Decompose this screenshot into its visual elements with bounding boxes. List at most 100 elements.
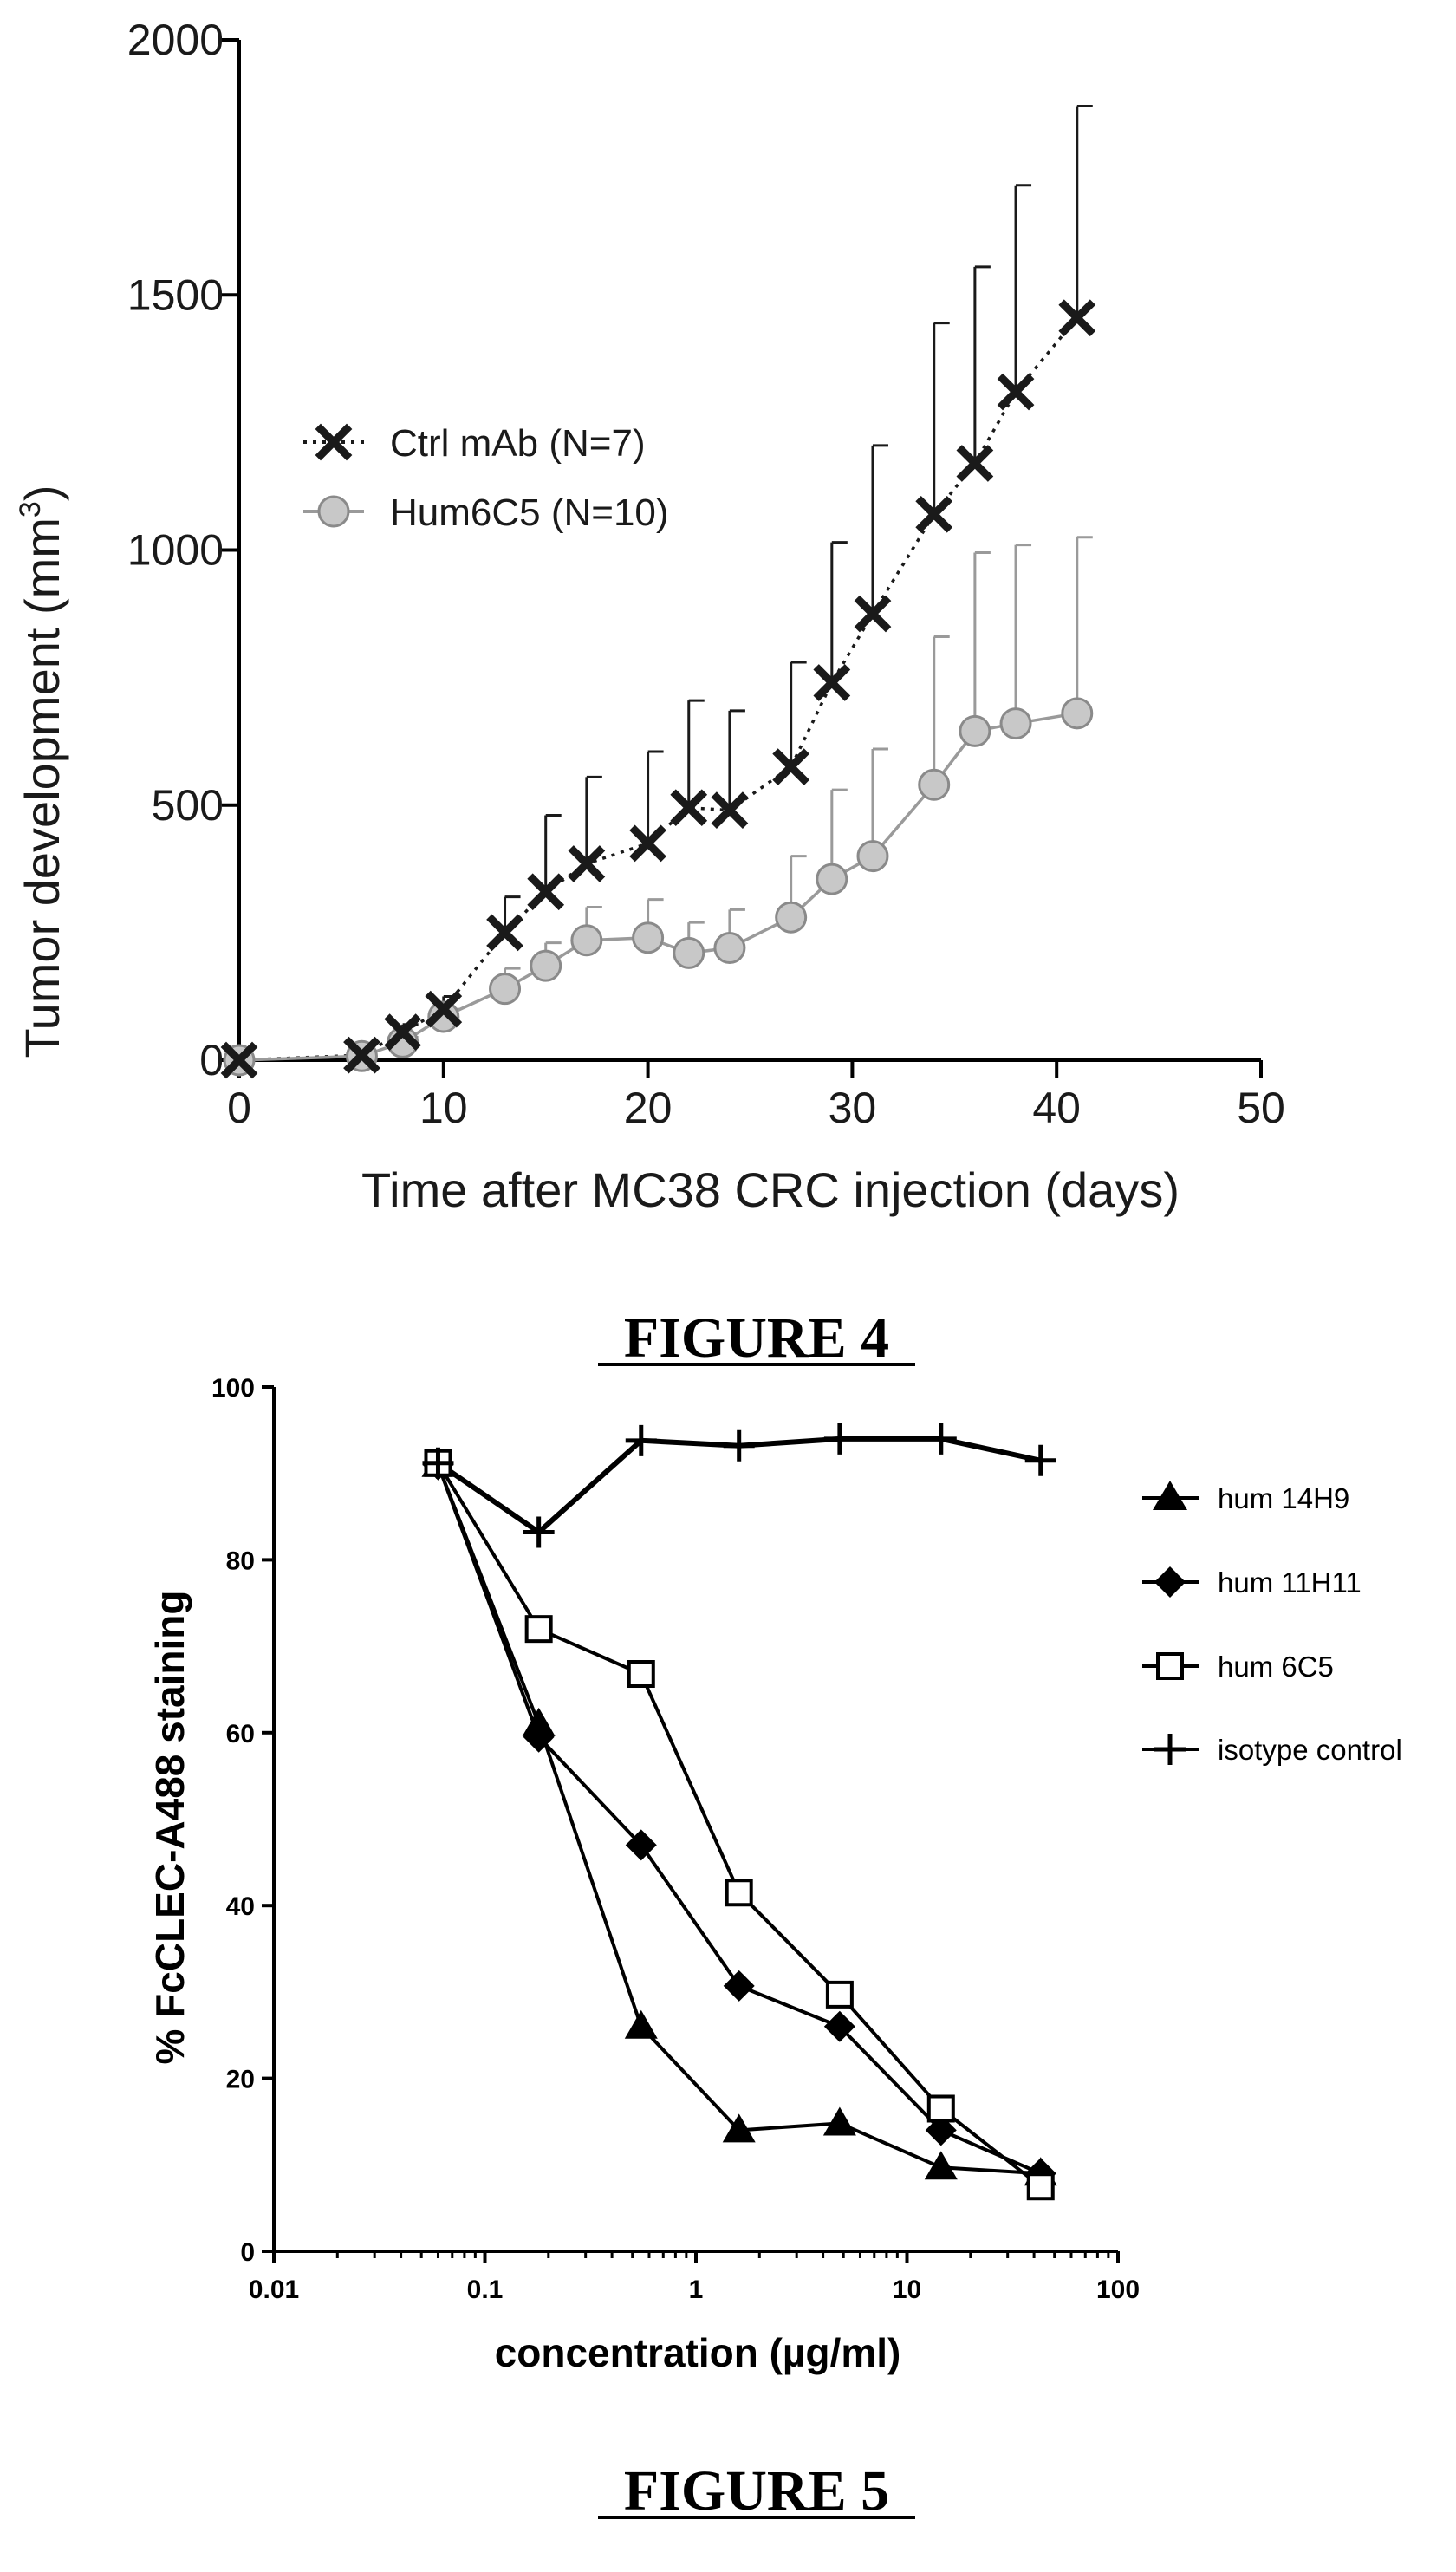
data-point-hum-14h9 xyxy=(722,2113,756,2143)
figure-4-error-bars xyxy=(360,105,1093,1057)
data-point-ctrl-mab xyxy=(813,664,851,701)
data-point-ctrl-mab xyxy=(772,748,810,785)
y-tick-label: 80 xyxy=(226,1546,255,1575)
series-line-hum-11h11 xyxy=(436,1464,1042,2176)
figure-4-x-axis-title: Time after MC38 CRC injection (days) xyxy=(361,1162,1180,1217)
legend-label-isotype-control: isotype control xyxy=(1218,1734,1402,1766)
data-point-hum6c5 xyxy=(530,949,562,982)
data-point-hum6c5 xyxy=(856,840,889,873)
figure-4-y-axis-title: Tumor development (mm3) xyxy=(14,485,69,1058)
data-point-hum-6c5 xyxy=(1026,2172,1055,2201)
x-tick-label: 0.1 xyxy=(467,2276,504,2304)
figure-4-markers xyxy=(220,299,1096,1079)
data-point-hum6c5 xyxy=(816,863,848,895)
x-tick-label: 40 xyxy=(1032,1084,1081,1132)
data-point-ctrl-mab xyxy=(711,791,749,829)
figure-4-x-ticks: 0 10 20 30 40 50 xyxy=(227,1060,1285,1132)
data-point-hum-11h11 xyxy=(523,1721,555,1753)
y-tick-label: 60 xyxy=(226,1720,255,1748)
legend-marker-hum-14h9 xyxy=(1153,1481,1187,1510)
legend-entry-ctrl-mab: Ctrl mAb (N=7) xyxy=(303,422,646,465)
data-point-hum-14h9 xyxy=(924,2151,958,2180)
legend-marker-hum-6c5 xyxy=(1156,1652,1184,1680)
y-tick-label: 40 xyxy=(226,1892,255,1921)
y-tick-label: 0 xyxy=(199,1036,224,1084)
data-point-ctrl-mab xyxy=(527,873,565,911)
figure-4-y-ticks: 0 500 1000 1500 2000 xyxy=(127,16,239,1084)
y-tick-label: 0 xyxy=(240,2238,255,2267)
data-point-hum6c5 xyxy=(1061,697,1094,730)
y-axis-title-exponent: 3 xyxy=(14,501,47,518)
data-point-hum6c5 xyxy=(673,936,705,969)
legend-entry-hum-6c5: hum 6C5 xyxy=(1142,1651,1334,1683)
figure-5-x-axis-title: concentration (µg/ml) xyxy=(495,2330,901,2375)
y-tick-label: 1500 xyxy=(127,270,224,319)
figure-4-legend: Ctrl mAb (N=7) Hum6C5 (N=10) xyxy=(303,422,669,534)
data-point-ctrl-mab xyxy=(343,1036,380,1074)
legend-entry-hum6c5: Hum6C5 (N=10) xyxy=(303,492,669,534)
data-point-isotype-control xyxy=(523,1516,555,1548)
figure-4-chart: 0 500 1000 1500 2000 0 10 20 30 40 50 Time after … xyxy=(14,16,1285,1217)
data-point-isotype-control xyxy=(723,1429,755,1462)
data-point-ctrl-mab xyxy=(670,789,708,827)
data-point-hum-14h9 xyxy=(624,2009,658,2039)
y-tick-label: 1000 xyxy=(127,526,224,575)
legend-label-ctrl-mab: Ctrl mAb (N=7) xyxy=(390,422,646,465)
data-point-hum-11h11 xyxy=(723,1970,755,2002)
x-tick-label: 30 xyxy=(829,1084,877,1132)
data-point-ctrl-mab xyxy=(629,824,666,863)
y-tick-label: 2000 xyxy=(127,16,224,64)
data-point-hum6c5 xyxy=(959,714,991,747)
legend-entry-isotype-control: isotype control xyxy=(1142,1734,1402,1766)
data-point-ctrl-mab xyxy=(956,445,994,482)
data-point-hum6c5 xyxy=(999,707,1032,740)
x-tick-label: 10 xyxy=(419,1084,468,1132)
data-point-ctrl-mab xyxy=(425,990,463,1028)
data-point-hum-11h11 xyxy=(625,1829,657,1861)
x-tick-label: 50 xyxy=(1237,1084,1285,1132)
data-point-ctrl-mab xyxy=(1058,299,1096,337)
x-tick-label: 0 xyxy=(227,1084,251,1132)
data-point-isotype-control xyxy=(1024,1444,1056,1476)
data-point-hum6c5 xyxy=(570,924,603,957)
x-tick-label: 0.01 xyxy=(249,2276,299,2304)
series-line-hum-6c5 xyxy=(436,1462,1042,2188)
legend-marker-hum-11h11 xyxy=(1154,1566,1186,1598)
series-line-hum6c5 xyxy=(238,712,1078,1062)
figure-5-x-ticks: 0.01 0.1 1 10 100 xyxy=(249,2251,1140,2304)
data-point-hum6c5 xyxy=(713,932,746,965)
legend-marker-ctrl-mab xyxy=(315,423,353,461)
legend-entry-hum-11h11: hum 11H11 xyxy=(1142,1566,1362,1599)
data-point-ctrl-mab xyxy=(384,1013,422,1051)
figure-5-chart: 0 20 40 60 80 100 0.01 0.1 1 10 100 concentration… xyxy=(147,1374,1402,2375)
y-tick-label: 500 xyxy=(152,781,224,830)
data-point-hum-11h11 xyxy=(823,2010,855,2042)
legend-label-hum-6c5: hum 6C5 xyxy=(1218,1651,1334,1683)
y-axis-title-suffix: ) xyxy=(15,485,69,501)
figure-5-caption: FIGURE 5 xyxy=(624,2459,889,2523)
svg-text:Tumor development (mm3): Tumor development (mm3) xyxy=(14,485,69,1058)
x-tick-label: 10 xyxy=(893,2276,921,2304)
y-tick-label: 100 xyxy=(211,1374,255,1403)
figure-5-y-ticks: 0 20 40 60 80 100 xyxy=(211,1374,274,2267)
x-tick-label: 100 xyxy=(1096,2276,1140,2304)
legend-label-hum-11h11: hum 11H11 xyxy=(1218,1566,1362,1599)
data-point-hum6c5 xyxy=(775,901,808,934)
data-point-ctrl-mab xyxy=(854,595,892,633)
data-point-hum-6c5 xyxy=(926,2094,955,2123)
data-point-hum6c5 xyxy=(632,921,665,954)
legend-label-hum-14h9: hum 14H9 xyxy=(1218,1482,1349,1514)
figure-5-axes xyxy=(272,1387,1118,2253)
legend-entry-hum-14h9: hum 14H9 xyxy=(1142,1481,1349,1514)
data-point-ctrl-mab xyxy=(997,373,1035,411)
data-point-hum-6c5 xyxy=(524,1615,553,1644)
figure-4-axes xyxy=(237,40,1261,1062)
data-point-ctrl-mab xyxy=(915,495,953,533)
data-point-isotype-control xyxy=(823,1423,855,1455)
x-tick-label: 20 xyxy=(624,1084,673,1132)
data-point-hum-14h9 xyxy=(822,2106,856,2136)
data-point-isotype-control xyxy=(925,1423,957,1455)
figure-5-markers xyxy=(421,1423,1057,2201)
figure-4-caption: FIGURE 4 xyxy=(624,1306,889,1370)
